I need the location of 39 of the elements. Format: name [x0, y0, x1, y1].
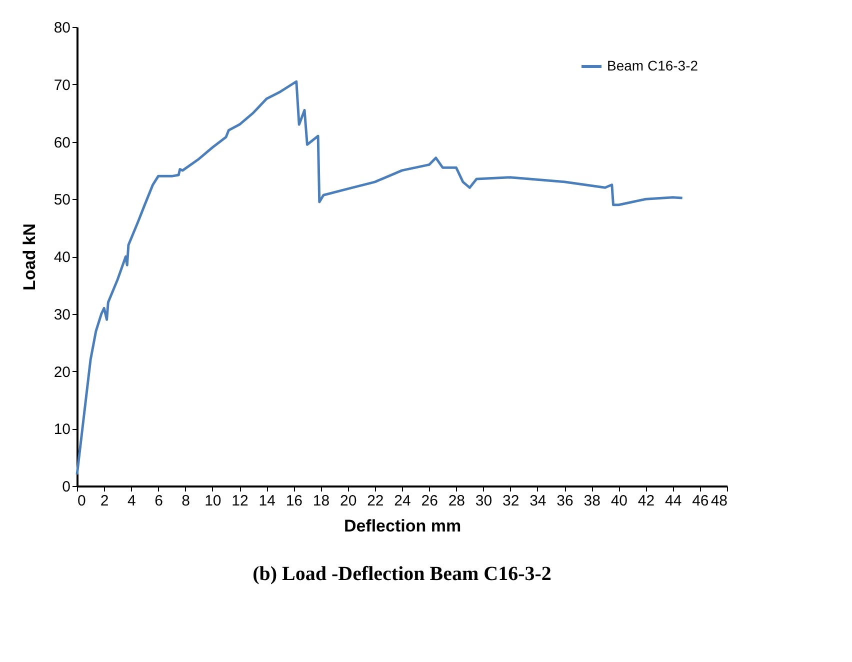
x-tick-label: 20	[340, 492, 357, 510]
x-tick-label: 10	[204, 492, 222, 510]
y-tick-label: 10	[54, 421, 70, 438]
line-series	[76, 80, 684, 476]
x-tick-label: 8	[182, 492, 190, 510]
x-tick-label: 44	[664, 492, 682, 510]
y-axis-title: Load kN	[20, 223, 39, 291]
y-tick-label: 30	[54, 306, 70, 324]
y-tick-label: 40	[54, 249, 70, 266]
legend-label: Beam C16-3-2	[607, 58, 698, 74]
x-tick-label: 30	[475, 492, 492, 510]
y-tick-label: 70	[54, 76, 70, 94]
x-tick-label: 0	[78, 492, 86, 510]
y-tick-label: 60	[54, 134, 70, 152]
x-tick-label: 18	[312, 492, 330, 510]
x-tick-label: 34	[530, 492, 546, 510]
x-tick-label: 48	[710, 492, 728, 510]
x-tick-label: 14	[258, 492, 276, 510]
x-tick-label: 16	[286, 492, 303, 510]
y-tick-label: 20	[54, 364, 70, 381]
x-tick-label: 24	[394, 492, 411, 510]
x-tick-label: 22	[367, 492, 384, 510]
y-tick-label: 50	[54, 192, 70, 209]
x-tick-label: 38	[584, 492, 600, 510]
x-tick-label: 26	[421, 492, 438, 510]
text: (b) Load -Deflection Beam C16-3-2	[252, 563, 552, 585]
x-tick-label: 42	[638, 492, 655, 510]
x-tick-label: 2	[100, 492, 109, 510]
x-tick-label: 4	[127, 492, 136, 510]
x-tick-label: 40	[610, 492, 628, 510]
x-axis-title: Deflection mm	[344, 516, 462, 536]
x-tick-label: 12	[232, 492, 248, 510]
x-tick-label: 46	[692, 492, 709, 510]
x-tick-label: 32	[502, 492, 520, 510]
x-tick-label: 28	[448, 492, 466, 510]
x-tick-label: 6	[154, 492, 163, 510]
y-tick-label: 0	[62, 478, 70, 496]
y-tick-label: 80	[54, 20, 70, 36]
x-tick-label: 36	[556, 492, 574, 510]
